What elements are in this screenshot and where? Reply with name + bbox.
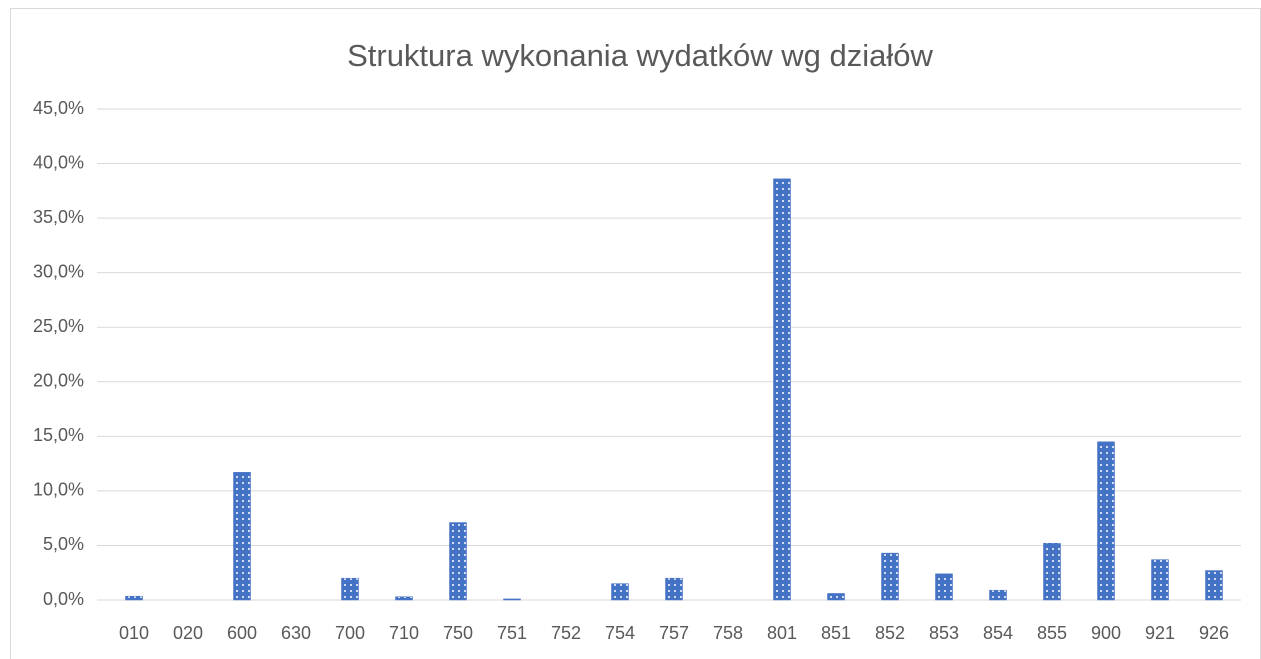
bar — [827, 593, 845, 601]
y-tick-label: 40,0% — [33, 152, 84, 172]
y-tick-label: 25,0% — [33, 316, 84, 336]
bar — [611, 583, 629, 601]
y-tick-label: 30,0% — [33, 261, 84, 281]
y-tick-label: 0,0% — [43, 589, 84, 609]
x-tick-label: 754 — [605, 623, 635, 643]
x-tick-label: 921 — [1145, 623, 1175, 643]
x-tick-label: 630 — [281, 623, 311, 643]
x-tick-label: 752 — [551, 623, 581, 643]
bar — [773, 178, 791, 601]
x-tick-label: 853 — [929, 623, 959, 643]
x-tick-label: 852 — [875, 623, 905, 643]
x-tick-label: 900 — [1091, 623, 1121, 643]
bar — [881, 552, 899, 601]
bar — [1151, 559, 1169, 601]
bar — [125, 595, 143, 601]
x-tick-label: 758 — [713, 623, 743, 643]
chart-frame — [10, 8, 1261, 659]
x-tick-label: 855 — [1037, 623, 1067, 643]
x-tick-label: 600 — [227, 623, 257, 643]
bar — [665, 577, 683, 601]
x-tick-label: 700 — [335, 623, 365, 643]
bar — [1097, 441, 1115, 601]
x-tick-label: 854 — [983, 623, 1013, 643]
x-tick-label: 010 — [119, 623, 149, 643]
bar — [233, 472, 251, 601]
bar — [503, 598, 521, 601]
bar — [1043, 543, 1061, 601]
bar — [395, 596, 413, 601]
bar — [935, 573, 953, 601]
bar — [449, 522, 467, 601]
x-tick-label: 757 — [659, 623, 689, 643]
bar — [1205, 570, 1223, 601]
y-tick-label: 35,0% — [33, 207, 84, 227]
y-tick-label: 20,0% — [33, 371, 84, 391]
x-tick-label: 710 — [389, 623, 419, 643]
chart-title: Struktura wykonania wydatków wg działów — [347, 38, 933, 73]
x-tick-label: 801 — [767, 623, 797, 643]
y-tick-label: 45,0% — [33, 98, 84, 118]
y-tick-label: 10,0% — [33, 480, 84, 500]
x-tick-label: 751 — [497, 623, 527, 643]
x-tick-label: 926 — [1199, 623, 1229, 643]
x-tick-label: 750 — [443, 623, 473, 643]
x-tick-label: 851 — [821, 623, 851, 643]
x-tick-label: 020 — [173, 623, 203, 643]
y-tick-label: 5,0% — [43, 534, 84, 554]
bar — [989, 589, 1007, 601]
bar — [341, 577, 359, 601]
y-tick-label: 15,0% — [33, 425, 84, 445]
